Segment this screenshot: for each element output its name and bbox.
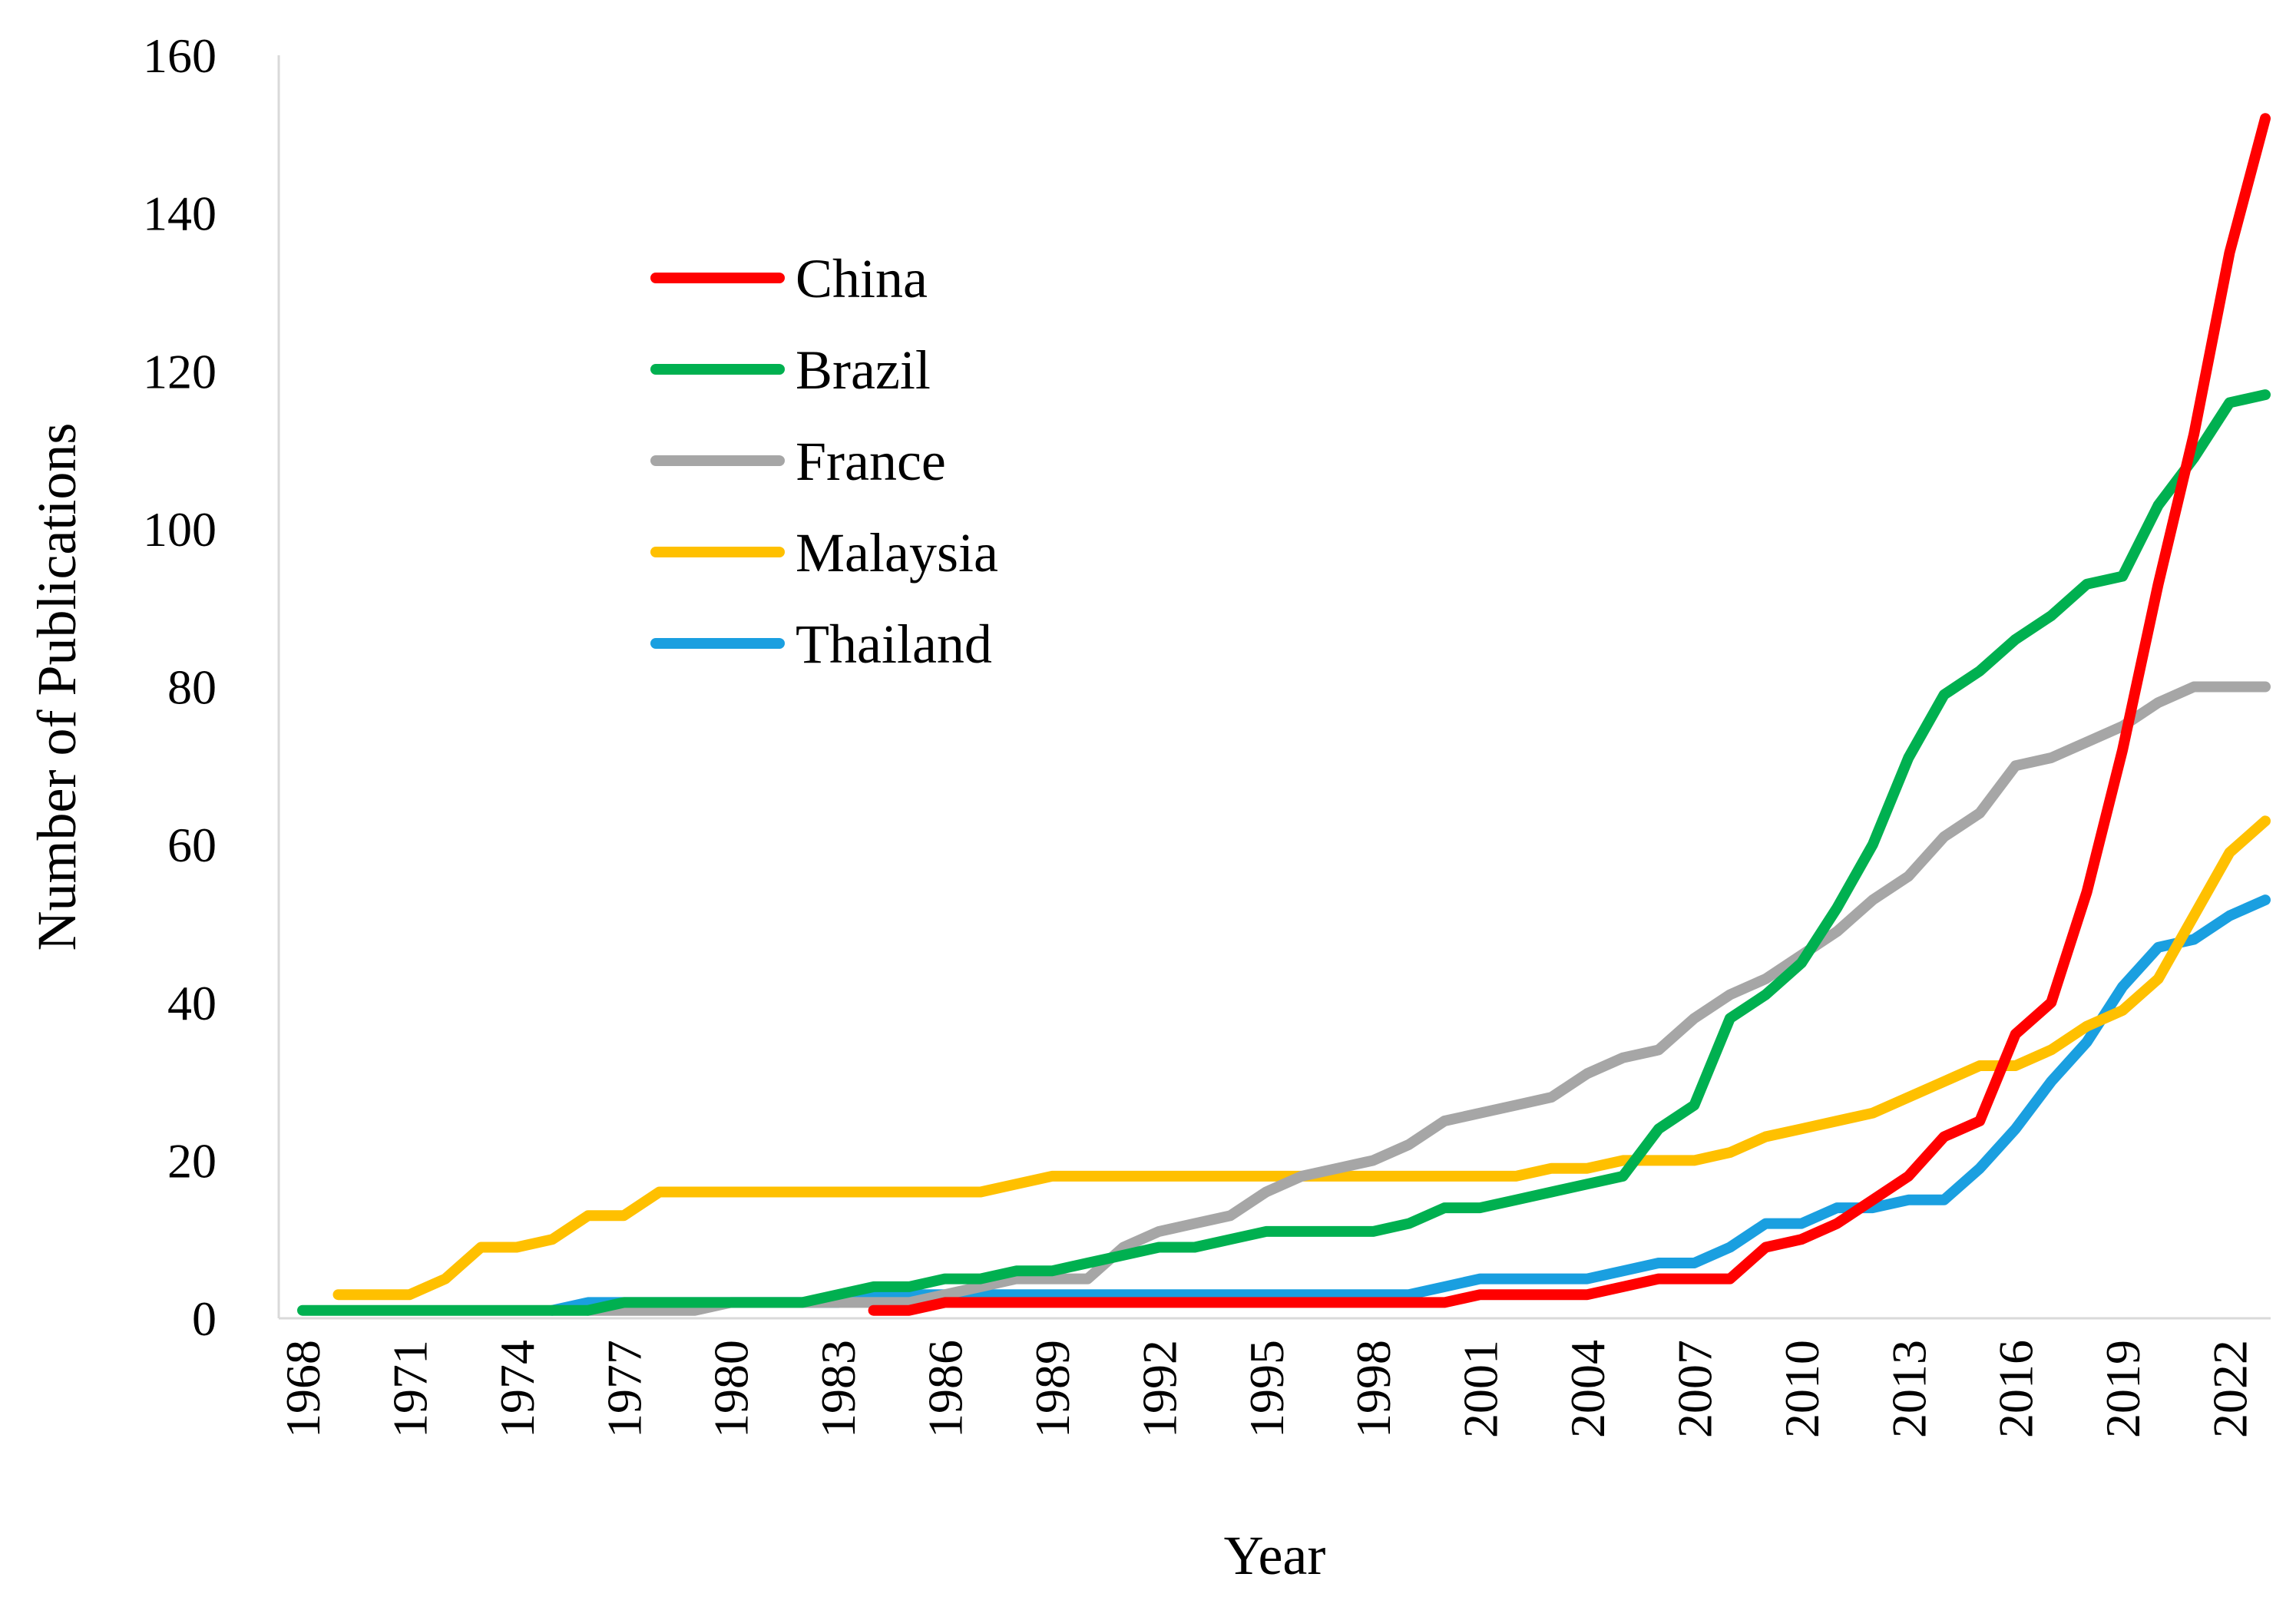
y-tick-label: 60 bbox=[167, 818, 217, 872]
legend-label-brazil: Brazil bbox=[796, 339, 931, 401]
x-tick-label: 2019 bbox=[2096, 1340, 2150, 1438]
series-line-brazil bbox=[297, 389, 2271, 1316]
x-tick-label: 2016 bbox=[1989, 1340, 2043, 1438]
legend-label-china: China bbox=[796, 248, 928, 309]
x-tick-label: 1998 bbox=[1346, 1340, 1401, 1438]
x-tick-label: 1980 bbox=[704, 1340, 759, 1438]
x-tick-label: 1974 bbox=[490, 1340, 544, 1438]
x-tick-label: 1971 bbox=[382, 1340, 437, 1438]
x-tick-label: 1977 bbox=[597, 1340, 651, 1438]
x-tick-label: 1983 bbox=[811, 1340, 865, 1438]
x-tick-label: 2022 bbox=[2203, 1340, 2258, 1438]
x-tick-label: 2013 bbox=[1881, 1340, 1936, 1438]
series-line-thailand bbox=[547, 894, 2271, 1316]
series-line-malaysia bbox=[332, 815, 2271, 1301]
y-tick-label: 140 bbox=[143, 187, 217, 241]
y-axis-title: Number of Publications bbox=[26, 423, 88, 951]
x-axis-title: Year bbox=[1224, 1525, 1326, 1586]
x-tick-label: 1992 bbox=[1132, 1340, 1186, 1438]
x-tick-label: 2001 bbox=[1454, 1340, 1508, 1438]
x-tick-label: 1968 bbox=[276, 1340, 330, 1438]
legend: China Brazil France Malaysia Thailand bbox=[650, 248, 998, 675]
legend-label-thailand: Thailand bbox=[796, 613, 992, 675]
series-line-france bbox=[582, 681, 2271, 1316]
y-tick-label: 120 bbox=[143, 344, 217, 398]
legend-label-france: France bbox=[796, 431, 946, 492]
y-tick-label: 40 bbox=[167, 976, 217, 1030]
y-tick-label: 160 bbox=[143, 28, 217, 83]
y-tick-label: 100 bbox=[143, 502, 217, 557]
x-tick-label: 2004 bbox=[1560, 1340, 1615, 1438]
legend-label-malaysia: Malaysia bbox=[796, 522, 998, 584]
y-tick-labels: 0 20 40 60 80 100 120 140 160 bbox=[143, 28, 217, 1346]
x-tick-label: 1986 bbox=[918, 1340, 973, 1438]
series-line-china bbox=[868, 113, 2271, 1316]
axes bbox=[277, 55, 2271, 1320]
y-tick-label: 0 bbox=[192, 1291, 217, 1346]
x-tick-label: 1989 bbox=[1025, 1340, 1080, 1438]
y-tick-label: 80 bbox=[167, 660, 217, 715]
x-tick-labels: 1968 1971 1974 1977 1980 1983 1986 1989 1992 1995… bbox=[276, 1340, 2258, 1438]
y-tick-label: 20 bbox=[167, 1133, 217, 1188]
x-tick-label: 2010 bbox=[1775, 1340, 1829, 1438]
x-tick-label: 2007 bbox=[1667, 1340, 1722, 1438]
series-lines bbox=[297, 113, 2271, 1316]
x-tick-label: 1995 bbox=[1239, 1340, 1294, 1438]
